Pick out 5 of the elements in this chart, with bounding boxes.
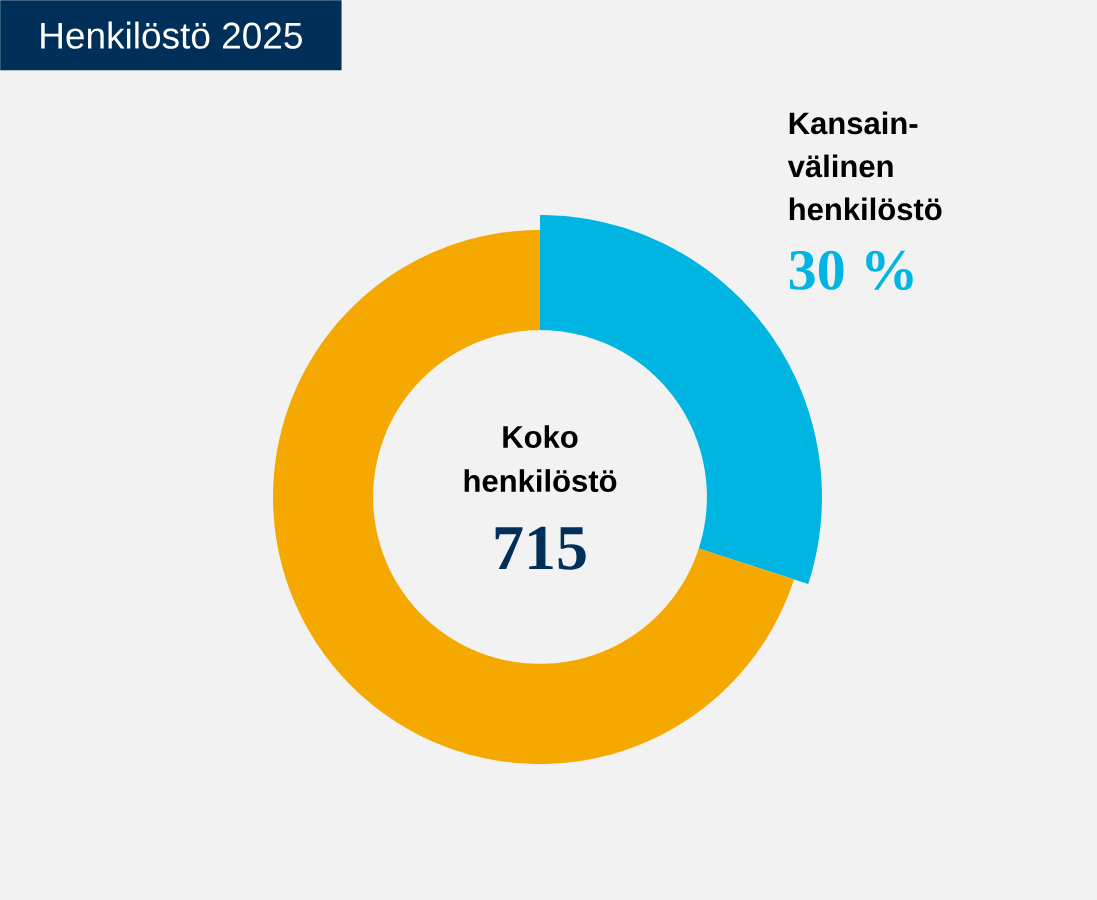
text: 715 (495, 526, 586, 570)
text: Koko henkilöstö (464, 425, 617, 492)
slice-label: Kansain-välinen henkilöstö (787, 111, 942, 221)
chart-title: Henkilöstö 2025 (41, 21, 302, 49)
data-label: 30 % (789, 250, 913, 291)
